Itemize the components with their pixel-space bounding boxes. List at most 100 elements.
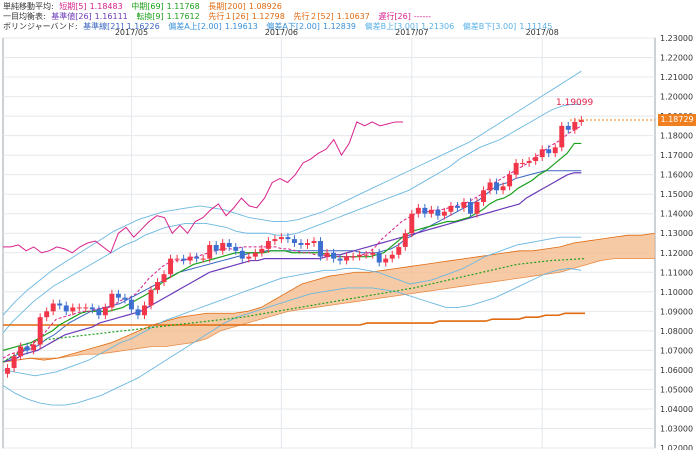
legend-sma-title: 単純移動平均: <box>3 2 54 11</box>
y-tick-label: 1.12000 <box>660 249 693 258</box>
candle-body <box>305 243 310 245</box>
candle-body <box>415 207 421 214</box>
candle-body <box>109 293 115 308</box>
candle-body <box>194 256 200 259</box>
legend-bollinger-value: 1.21306 <box>421 22 455 31</box>
candle-body <box>161 274 167 283</box>
candle-body <box>344 256 350 261</box>
kijun-line <box>2 172 582 363</box>
candle-body <box>533 157 539 161</box>
candle-body <box>487 182 493 191</box>
candle-body <box>265 241 271 249</box>
legend-ichimoku-item-3: 先行２[52] 1.10637 <box>293 12 373 21</box>
bollinger-a-upper-line <box>2 103 582 334</box>
candle-body <box>389 254 395 259</box>
y-tick-label: 1.07000 <box>660 346 693 355</box>
ichimoku-cloud <box>2 232 656 363</box>
legend-sma: 単純移動平均: 短期[5] 1.18483 中期[69] 1.11768 長期[20… <box>3 2 288 11</box>
legend-sma-value: 1.11768 <box>166 2 200 11</box>
candle-body <box>96 309 102 316</box>
candle-body <box>291 239 297 243</box>
candle-body <box>83 307 89 309</box>
bollinger-a-lower-line <box>2 236 582 377</box>
legend-bollinger-item-2: 偏差A下[2.00] 1.12839 <box>266 22 359 31</box>
candle-body <box>76 307 82 309</box>
y-tick-label: 1.22000 <box>660 54 693 63</box>
legend-ichimoku-value: 1.12798 <box>251 12 285 21</box>
y-tick-label: 1.06000 <box>660 366 693 375</box>
legend-ichimoku-title: 一目均衡表: <box>3 12 46 21</box>
y-tick-label: 1.20000 <box>660 93 693 102</box>
candle-body <box>142 305 147 316</box>
green-dotted-line <box>2 258 586 363</box>
legend-ichimoku-label: 先行２[52] <box>293 12 334 21</box>
candle-body <box>298 243 304 245</box>
candle-body <box>226 243 232 247</box>
y-tick-label: 1.18000 <box>660 132 693 141</box>
legend-ichimoku: 一目均衡表: 基準値[26] 1.16111 転換[9] 1.17612 先行１[2… <box>3 12 437 21</box>
y-tick-label: 1.23000 <box>660 34 693 43</box>
current-price-tag: 1.18729 <box>658 114 696 126</box>
candle-body <box>181 258 187 261</box>
legend-bollinger-item-1: 偏差A上[2.00] 1.19613 <box>168 22 261 31</box>
candle-body <box>428 209 434 214</box>
candle-body <box>174 258 180 260</box>
legend-bollinger-label: 偏差B下[3.00] <box>462 22 517 31</box>
candle-body <box>435 209 441 216</box>
candle-body <box>350 256 356 258</box>
candle-body <box>31 344 37 351</box>
candle-body <box>11 356 17 368</box>
candle-body <box>494 182 500 191</box>
candle-body <box>337 258 343 261</box>
legend-sma-item-1: 中期[69] 1.11768 <box>131 2 203 11</box>
y-tick-label: 1.13000 <box>660 229 693 238</box>
candle-body <box>513 162 519 175</box>
bollinger-b-lower-line <box>2 267 582 406</box>
candle-body <box>155 282 161 290</box>
legend-ichimoku-item-0: 基準値[26] 1.16111 <box>51 12 131 21</box>
candle-body <box>233 246 239 251</box>
y-tick-label: 1.05000 <box>660 385 693 394</box>
chikou-line <box>3 121 403 254</box>
candle-body <box>474 202 480 214</box>
legend-ichimoku-label: 基準値[26] <box>51 12 92 21</box>
candle-body <box>285 237 291 240</box>
x-tick-label: 2017/06 <box>265 28 298 37</box>
legend-bollinger-item-3: 偏差B上[3.00] 1.21306 <box>365 22 458 31</box>
legend-ichimoku-item-2: 先行１[26] 1.12798 <box>208 12 288 21</box>
candle-body <box>422 207 428 214</box>
cloud-fill <box>3 233 655 363</box>
candle-body <box>468 202 473 214</box>
candle-body <box>481 190 487 202</box>
legend-ichimoku-label: 先行１[26] <box>208 12 249 21</box>
legend-bollinger-value: 1.11145 <box>519 22 553 31</box>
y-tick-label: 1.21000 <box>660 73 693 82</box>
plot-area <box>2 37 656 449</box>
y-tick-label: 1.14000 <box>660 210 693 219</box>
candle-body <box>259 248 265 253</box>
legend-bollinger-value: 1.16226 <box>126 22 160 31</box>
candle-body <box>239 250 245 259</box>
senkou-span-a-line <box>2 232 656 363</box>
candle-body <box>24 346 30 351</box>
candles <box>5 116 584 378</box>
candle-body <box>520 162 526 164</box>
candle-body <box>565 125 571 130</box>
candle-body <box>539 149 545 158</box>
candle-body <box>572 121 578 130</box>
y-tick-label: 1.02000 <box>660 444 693 450</box>
legend-bollinger: ボリンジャーバンド: 基準線[21] 1.16226 偏差A上[2.00] 1.19… <box>3 22 558 31</box>
candle-body <box>409 213 415 234</box>
legend-sma-label: 中期[69] <box>131 2 164 11</box>
candle-body <box>207 244 213 259</box>
legend-sma-value: 1.18483 <box>89 2 123 11</box>
candle-body <box>376 252 382 263</box>
y-tick-label: 1.03000 <box>660 424 693 433</box>
y-tick-label: 1.10000 <box>660 288 693 297</box>
candle-body <box>37 317 43 345</box>
legend-bollinger-item-0: 基準線[21] 1.16226 <box>83 22 163 31</box>
candle-body <box>500 186 506 191</box>
legend-sma-value: 1.08926 <box>248 2 282 11</box>
peak-price-label: 1.19099 <box>556 98 594 108</box>
legend-ichimoku-item-4: 遅行[26] ------ <box>378 12 434 21</box>
